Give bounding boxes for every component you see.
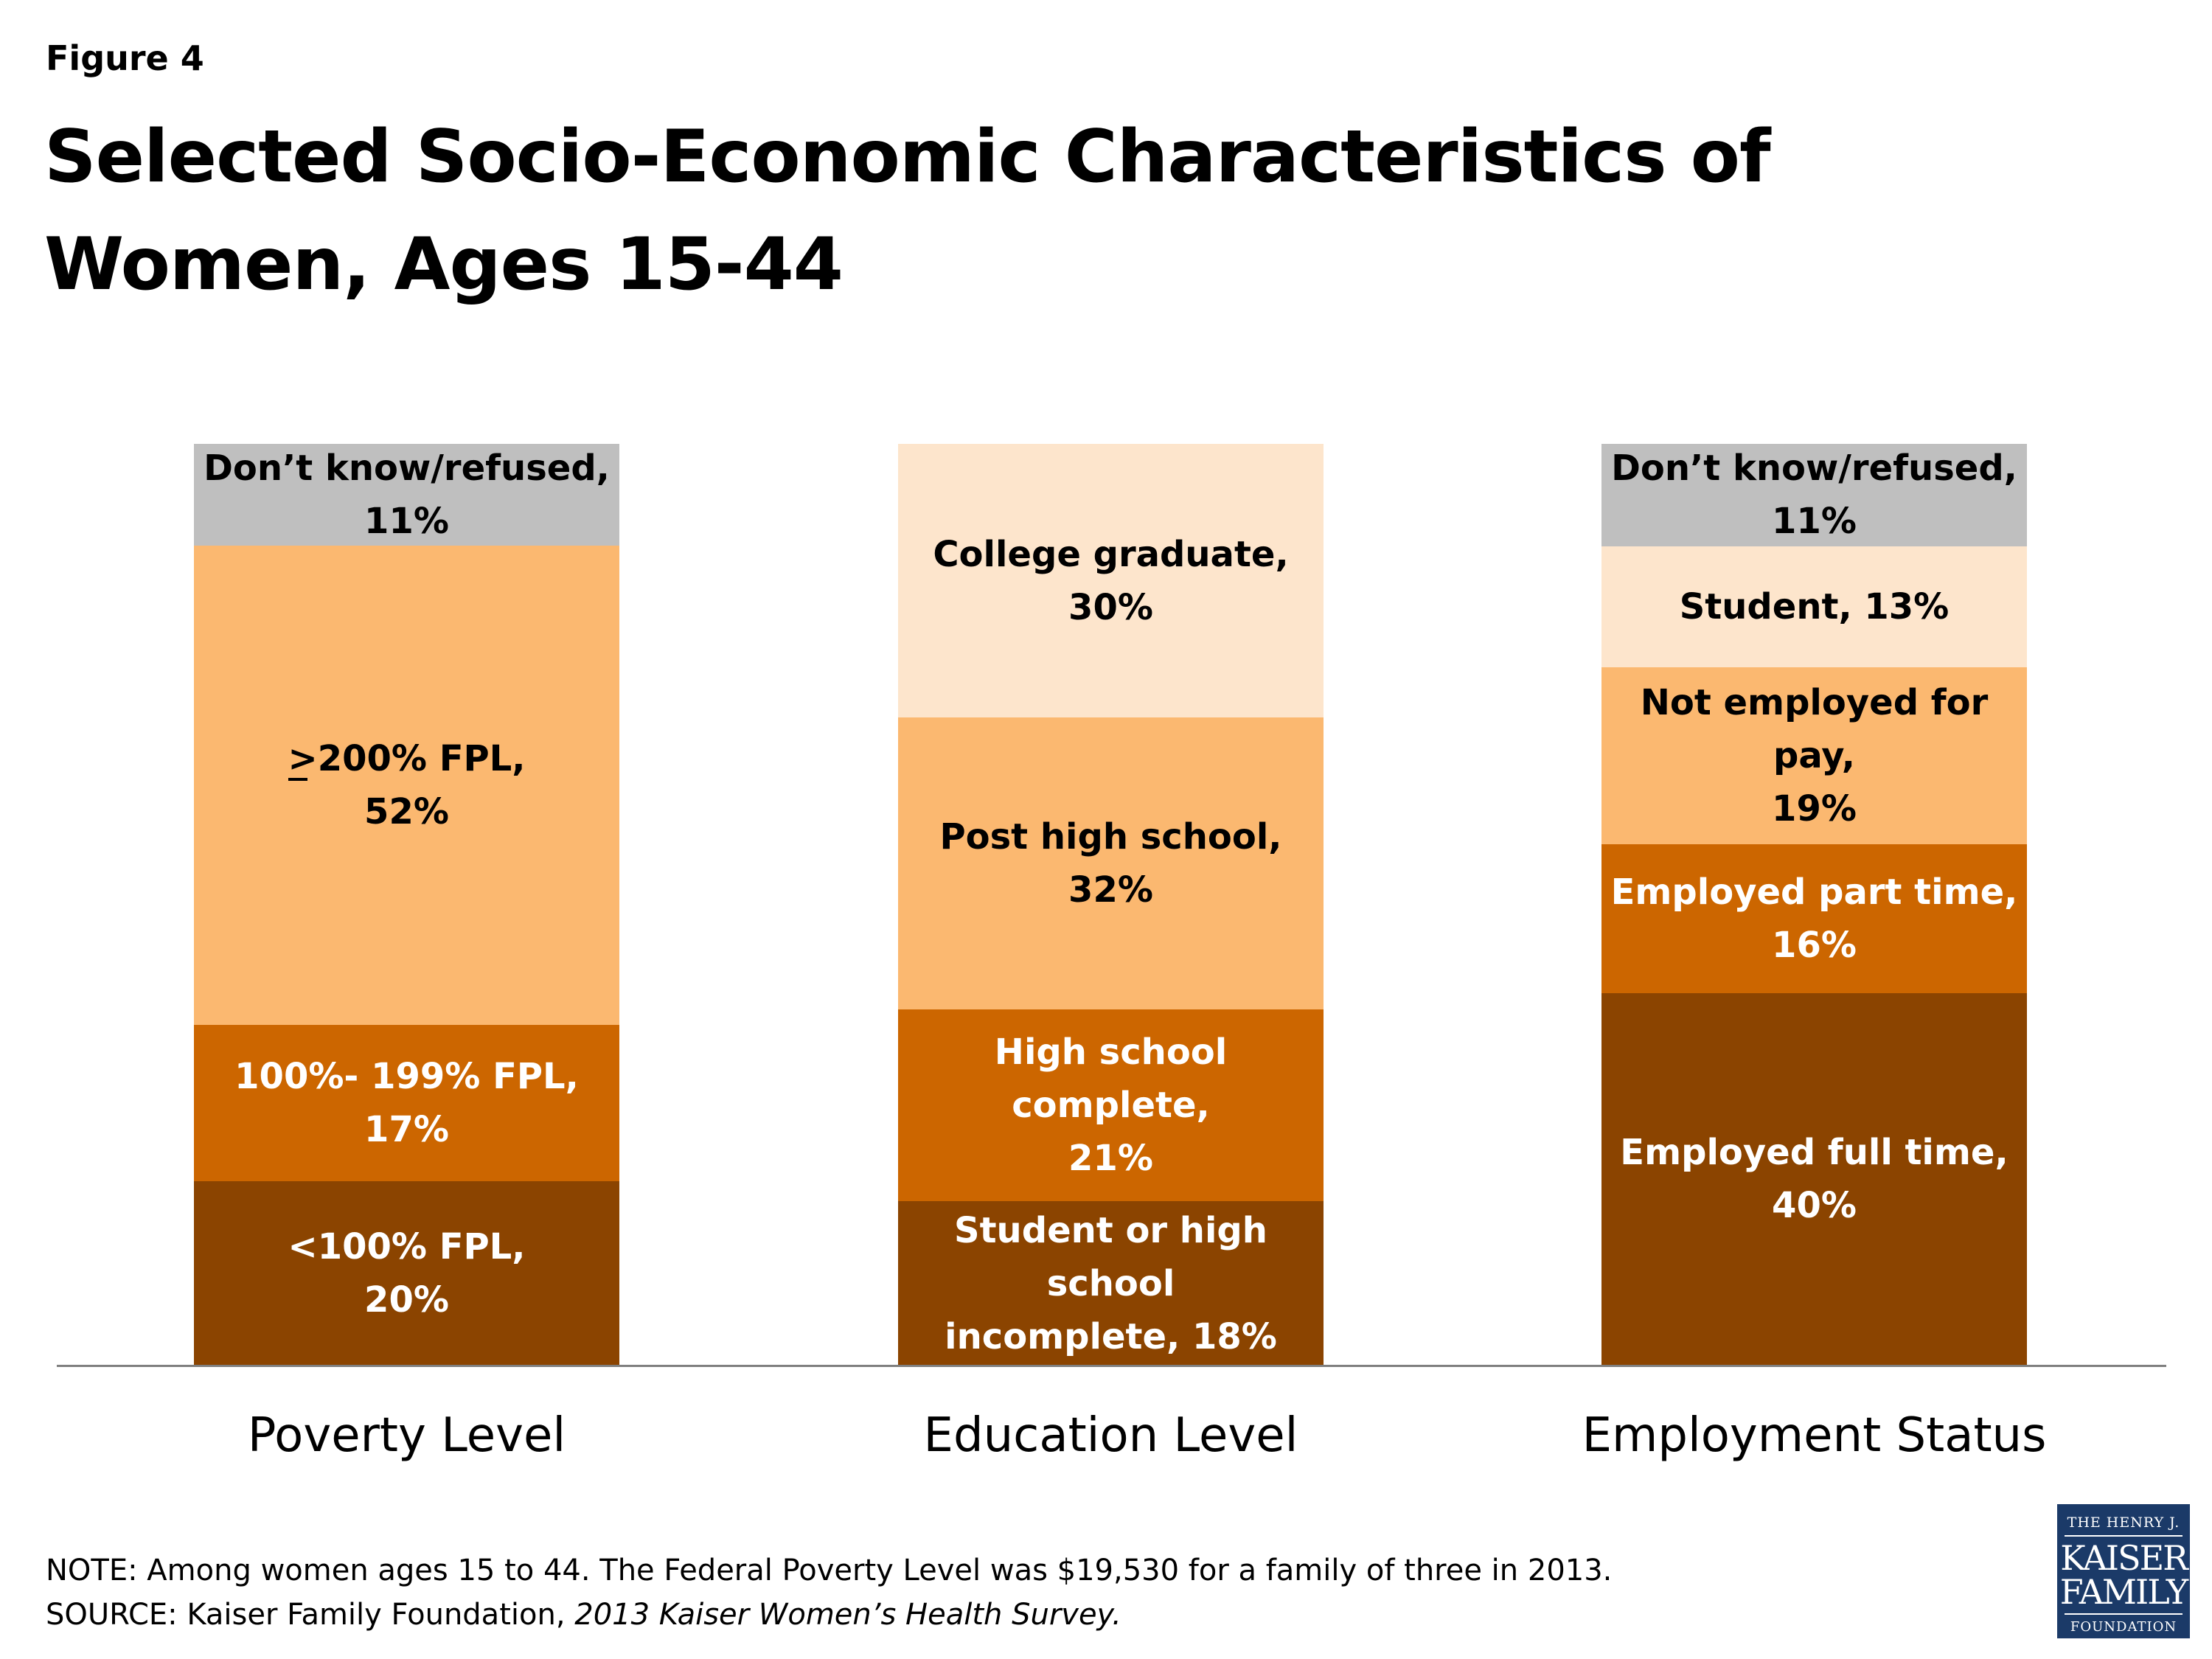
x-axis-line: [57, 1365, 2166, 1367]
data-label: Post high school, 32%: [939, 816, 1282, 911]
source-title: 2013 Kaiser Women’s Health Survey.: [574, 1598, 1121, 1632]
bar-segment: Don’t know/refused, 11%: [194, 444, 619, 546]
data-label: Not employed for pay, 19%: [1640, 681, 1989, 830]
source-line: SOURCE: Kaiser Family Foundation, 2013 K…: [46, 1593, 1612, 1637]
bar-segment: Post high school, 32%: [898, 717, 1324, 1010]
note-text: NOTE: Among women ages 15 to 44. The Fed…: [46, 1554, 1613, 1587]
bar-segment: 100%- 199% FPL, 17%: [194, 1024, 619, 1181]
data-label: >200% FPL, 52%: [288, 732, 525, 838]
category-label: Poverty Level: [247, 1408, 566, 1463]
chart-title: Selected Socio-Economic Characteristics …: [44, 115, 1771, 307]
source-prefix: SOURCE: Kaiser Family Foundation,: [46, 1598, 575, 1632]
bar-segment: Employed full time, 40%: [1601, 992, 2027, 1366]
bar-segment: >200% FPL, 52%: [194, 545, 619, 1025]
data-label: Student or high school incomplete, 18%: [945, 1209, 1277, 1357]
data-label: <100% FPL, 20%: [288, 1226, 526, 1321]
bar-segment: Employed part time, 16%: [1601, 844, 2027, 993]
logo-line1: THE HENRY J.: [2067, 1514, 2180, 1531]
data-label: Don’t know/refused, 11%: [1611, 448, 2017, 543]
logo-line4: FOUNDATION: [2070, 1619, 2177, 1635]
category-label: Employment Status: [1582, 1408, 2047, 1463]
logo-line3: FAMILY: [2059, 1572, 2188, 1612]
kff-logo: THE HENRY J. KAISER FAMILY FOUNDATION: [2057, 1504, 2190, 1638]
category-label: Education Level: [923, 1408, 1298, 1463]
data-label: College graduate, 30%: [933, 533, 1289, 628]
notes: NOTE: Among women ages 15 to 44. The Fed…: [46, 1548, 1612, 1637]
bar-segment: Don’t know/refused, 11%: [1601, 444, 2027, 546]
data-label: Employed full time, 40%: [1620, 1132, 2008, 1227]
figure-label: Figure 4: [46, 38, 204, 78]
data-label: 100%- 199% FPL, 17%: [234, 1055, 579, 1150]
data-label: Don’t know/refused, 11%: [204, 447, 610, 542]
bar-segment: Not employed for pay, 19%: [1601, 667, 2027, 844]
data-label: Student, 13%: [1679, 585, 1950, 627]
bar-segment: Student, 13%: [1601, 546, 2027, 668]
logo-line2: KAISER: [2060, 1538, 2188, 1578]
bar-segment: College graduate, 30%: [898, 444, 1324, 718]
bar-segment: <100% FPL, 20%: [194, 1181, 619, 1366]
bar-segment: Student or high school incomplete, 18%: [898, 1201, 1324, 1366]
bar-segment: High school complete, 21%: [898, 1009, 1324, 1202]
data-label: High school complete, 21%: [994, 1032, 1228, 1180]
data-label: Employed part time, 16%: [1610, 871, 2018, 966]
